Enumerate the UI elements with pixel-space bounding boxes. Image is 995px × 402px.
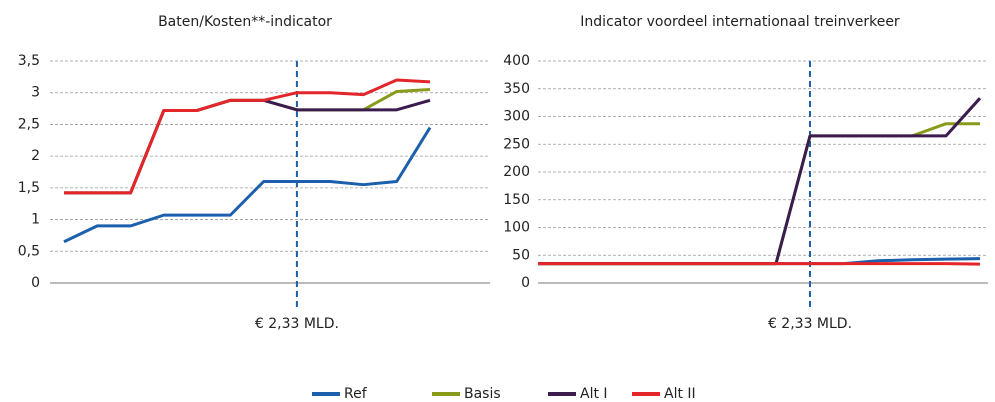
- legend-label: Ref: [344, 386, 368, 402]
- series-line: [538, 122, 980, 266]
- y-tick-label: 2,5: [18, 116, 40, 132]
- y-tick-label: 400: [503, 53, 530, 69]
- series-line: [64, 98, 431, 195]
- annotation: € 2,33 MLD.: [768, 316, 852, 332]
- chart-title: Indicator voordeel internationaal treinv…: [580, 14, 900, 30]
- y-tick-label: 100: [503, 220, 530, 236]
- legend-label: Basis: [464, 386, 501, 402]
- y-tick-label: 350: [503, 81, 530, 97]
- series-line: [538, 97, 982, 266]
- series-line: [64, 78, 431, 195]
- y-tick-label: 200: [503, 164, 530, 180]
- y-tick-label: 300: [503, 109, 530, 125]
- annotation: € 2,33 MLD.: [255, 316, 339, 332]
- legend-label: Alt II: [664, 386, 696, 402]
- y-tick-label: 0: [31, 275, 40, 291]
- y-tick-label: 1: [31, 212, 40, 228]
- series-line: [63, 126, 432, 244]
- series-line: [64, 88, 431, 195]
- y-tick-label: 2: [31, 148, 40, 164]
- y-tick-label: 1,5: [18, 180, 40, 196]
- chart-title: Baten/Kosten**-indicator: [158, 14, 332, 30]
- y-tick-label: 3: [31, 85, 40, 101]
- y-tick-label: 0: [521, 275, 530, 291]
- y-tick-label: 150: [503, 192, 530, 208]
- y-tick-label: 3,5: [18, 53, 40, 69]
- series-line: [538, 262, 981, 266]
- y-tick-label: 50: [512, 247, 530, 263]
- y-tick-label: 0,5: [18, 243, 40, 259]
- y-tick-label: 250: [503, 136, 530, 152]
- legend-label: Alt I: [580, 386, 608, 402]
